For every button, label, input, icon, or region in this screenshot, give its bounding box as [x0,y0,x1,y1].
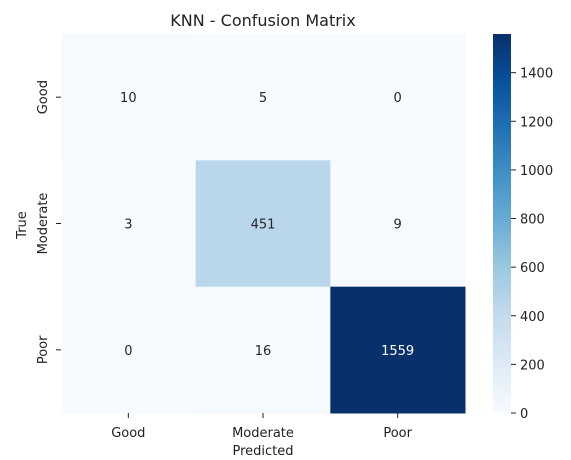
cell-0-2 [330,34,466,161]
cell-2-1 [195,286,331,414]
x-axis: Good Moderate Poor [111,413,413,441]
cell-2-2 [330,286,466,414]
colorbar-tick-label-3: 600 [520,261,545,276]
x-axis-label: Predicted [232,444,293,459]
x-tick-label-1: Moderate [232,426,294,441]
y-tick-label-2: Poor [36,335,51,364]
y-axis-label: True [15,211,30,240]
cell-label-1-1: 451 [251,218,276,233]
colorbar-tick-label-0: 0 [520,407,528,422]
colorbar-tick-label-7: 1400 [520,67,553,82]
cell-label-1-0: 3 [124,218,132,233]
colorbar-tick-label-1: 200 [520,358,545,373]
cell-2-0 [61,286,197,414]
y-tick-label-0: Good [36,80,51,114]
x-tick-label-0: Good [111,426,145,441]
cell-1-2 [330,160,466,288]
cell-1-1 [195,160,331,288]
cell-label-2-1: 16 [255,344,272,359]
x-tick-label-2: Poor [383,426,412,441]
colorbar-tick-label-2: 400 [520,310,545,325]
cell-label-1-2: 9 [394,218,402,233]
cell-1-0 [61,160,197,288]
y-tick-label-1: Moderate [36,193,51,255]
cell-0-1 [195,34,331,161]
cell-label-0-2: 0 [394,91,402,106]
cell-label-2-2: 1559 [381,344,414,359]
colorbar-tick-label-5: 1000 [520,164,553,179]
cell-0-0 [61,34,197,161]
colorbar-tick-label-6: 1200 [520,115,553,130]
colorbar-ticks: 0 200 400 600 800 1000 1200 1400 [511,67,553,422]
chart-title: KNN - Confusion Matrix [170,11,355,30]
heatmap-cells: 10 5 0 3 451 9 0 16 1559 [61,34,466,414]
colorbar [493,34,511,413]
colorbar-tick-label-4: 800 [520,213,545,228]
cell-label-0-0: 10 [120,91,137,106]
y-axis: Good Moderate Poor [36,80,61,364]
cell-label-0-1: 5 [259,91,267,106]
cell-label-2-0: 0 [124,344,132,359]
